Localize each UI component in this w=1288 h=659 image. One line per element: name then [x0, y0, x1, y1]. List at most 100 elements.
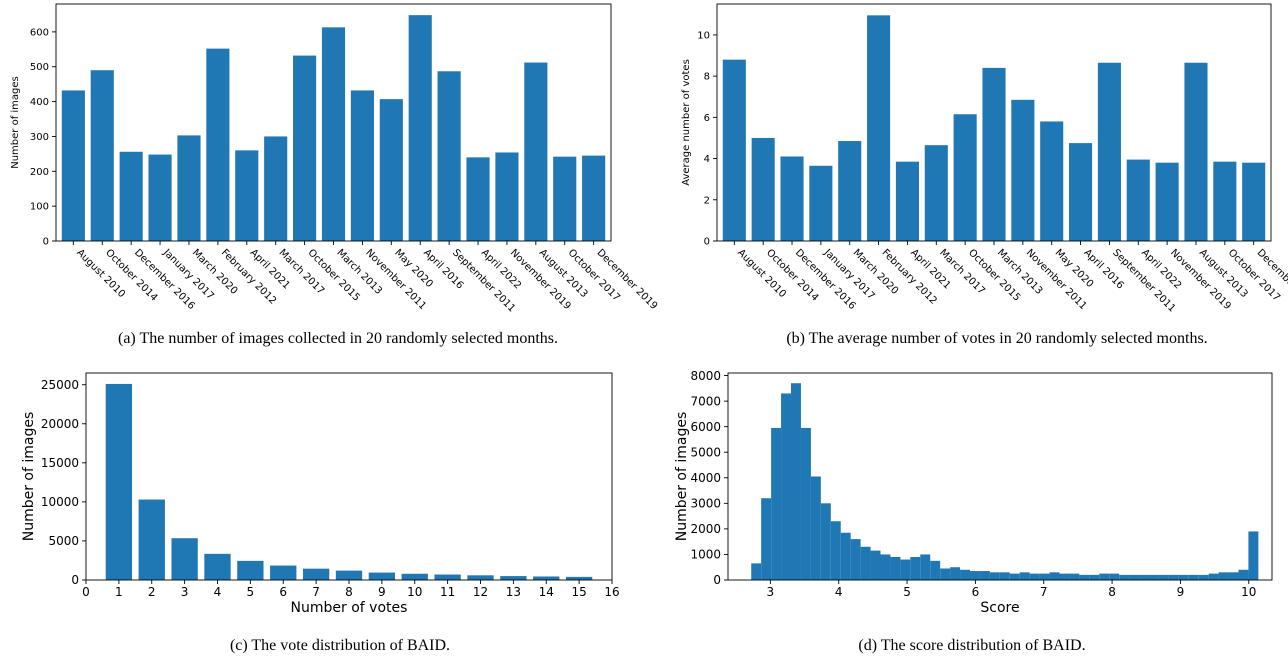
bar: [860, 546, 871, 580]
bar: [467, 575, 494, 580]
x-tick-label: 12: [473, 585, 488, 599]
bar: [1218, 572, 1229, 580]
x-tick-label: 14: [539, 585, 554, 599]
bar: [148, 154, 172, 241]
bar: [553, 156, 577, 241]
y-tick-label: 1000: [690, 548, 721, 562]
bar: [880, 554, 891, 580]
x-tick-label: 9: [1177, 585, 1185, 599]
bar: [1069, 573, 1080, 580]
bar: [368, 572, 396, 580]
bar: [105, 383, 133, 580]
bar: [1129, 574, 1140, 580]
bar: [171, 538, 198, 580]
x-tick-label: October 2017: [566, 247, 622, 303]
bar: [920, 554, 931, 580]
bar: [1119, 574, 1130, 580]
bar: [771, 427, 782, 580]
x-tick-label: January 2017: [821, 247, 877, 303]
bar: [1178, 574, 1189, 580]
x-tick-label: 7: [312, 585, 320, 599]
bar: [1148, 574, 1159, 580]
x-axis-label: Score: [980, 600, 1019, 616]
bar: [204, 553, 231, 580]
bar: [90, 70, 114, 242]
x-tick-label: 10: [407, 585, 422, 599]
bar: [1168, 574, 1179, 580]
bar: [867, 15, 891, 242]
bar: [781, 393, 792, 580]
bar: [408, 15, 432, 242]
x-tick-label: 2: [148, 585, 156, 599]
y-tick-label: 600: [30, 27, 49, 38]
x-tick-label: 15: [571, 585, 586, 599]
y-tick-label: 400: [30, 97, 49, 108]
bar: [953, 114, 977, 241]
y-tick-label: 10: [697, 30, 710, 41]
bar: [791, 383, 801, 580]
bar: [900, 559, 911, 580]
bar: [969, 571, 980, 580]
bar: [810, 476, 821, 580]
y-tick-label: 25000: [41, 378, 79, 392]
y-tick-label: 8: [704, 72, 710, 83]
plot-frame: [727, 372, 1273, 581]
bar: [999, 572, 1010, 580]
bar: [177, 135, 201, 241]
x-tick-label: 10: [1241, 585, 1256, 599]
bar: [138, 499, 165, 580]
bar: [1099, 573, 1110, 580]
bar: [1089, 574, 1100, 580]
bar: [1184, 62, 1208, 241]
bar: [1109, 573, 1120, 580]
bar: [1069, 143, 1093, 241]
bar: [910, 557, 921, 580]
x-tick-label: 1: [115, 585, 123, 599]
bar: [1079, 574, 1090, 580]
bar: [119, 151, 143, 241]
bar: [780, 156, 804, 241]
bar: [1040, 121, 1064, 241]
bar: [761, 498, 772, 580]
bar: [235, 150, 259, 241]
y-tick-label: 200: [30, 167, 49, 178]
panel-d-histogram: 0 1000 2000 3000 4000 5000 6000 7000 8000 3 4 5 6 7 8 9…: [674, 369, 1273, 616]
y-axis-label: Average number of votes: [681, 59, 692, 186]
x-tick-label: 7: [1040, 585, 1048, 599]
y-tick-label: 0: [713, 573, 721, 587]
y-tick-label: 300: [30, 132, 49, 143]
bar: [495, 152, 519, 241]
bar: [850, 539, 861, 580]
y-tick-label: 8000: [690, 369, 721, 383]
bar: [1126, 159, 1150, 241]
y-tick-label: 20000: [41, 417, 79, 431]
bar: [1248, 531, 1259, 580]
bar: [979, 571, 990, 580]
y-axis-label: Number of images: [674, 412, 690, 542]
bar: [940, 568, 951, 580]
bar: [264, 136, 288, 241]
bar: [982, 67, 1006, 241]
y-axis-label: Number of images: [10, 76, 21, 169]
y-tick-label: 10000: [41, 495, 79, 509]
x-tick-label: October 2015: [305, 247, 361, 303]
caption-a: (a) The number of images collected in 20…: [118, 330, 558, 347]
x-tick-label: 9: [378, 585, 386, 599]
bar: [1242, 162, 1266, 241]
x-tick-label: 4: [835, 585, 843, 599]
y-tick-label: 15000: [41, 456, 79, 470]
bar: [924, 145, 948, 241]
bar: [206, 48, 230, 242]
bar: [1059, 573, 1070, 580]
x-axis-label: Number of votes: [291, 600, 408, 616]
bar: [870, 550, 881, 580]
caption-b: (b) The average number of votes in 20 ra…: [786, 330, 1207, 347]
bar: [1198, 574, 1209, 580]
bar: [302, 568, 330, 580]
x-tick-label: January 2017: [160, 247, 216, 303]
bar: [830, 521, 841, 580]
